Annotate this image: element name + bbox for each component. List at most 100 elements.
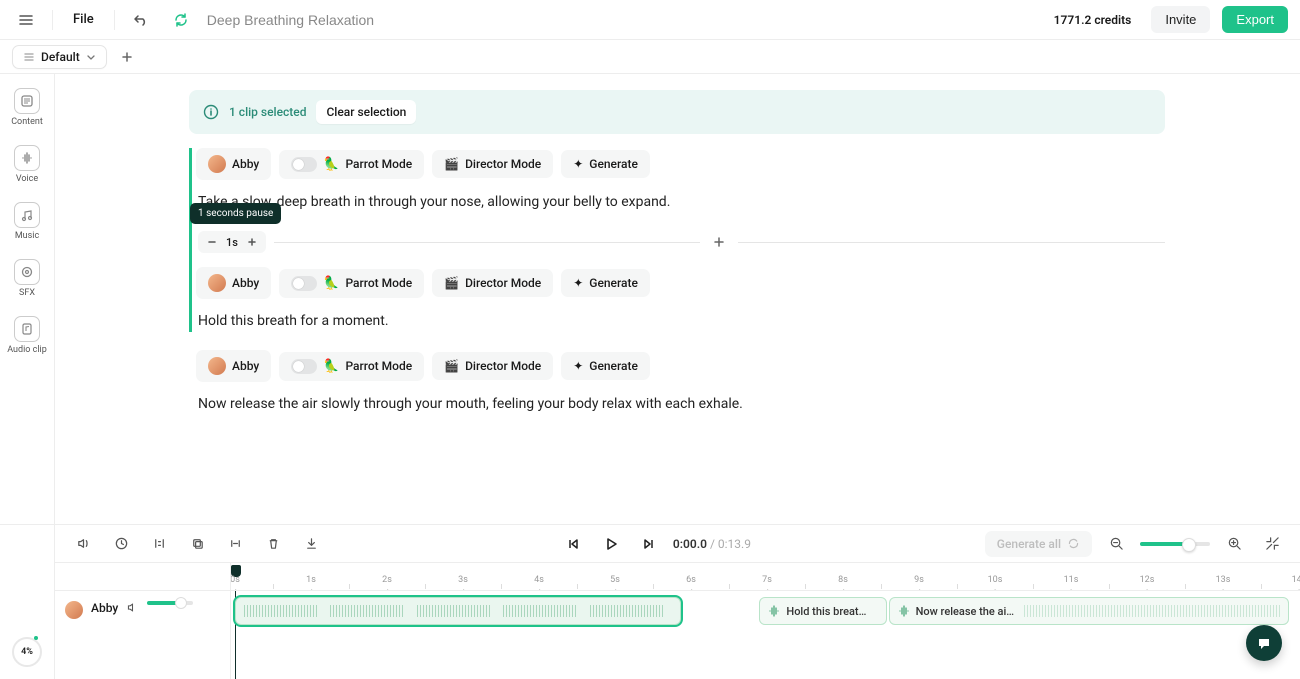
history-icon[interactable] [107, 530, 135, 558]
chat-fab[interactable] [1246, 625, 1282, 661]
track-speaker-icon[interactable] [126, 601, 139, 614]
parrot-mode-chip[interactable]: 🦜Parrot Mode [279, 150, 424, 179]
director-mode-chip[interactable]: 🎬Director Mode [432, 269, 553, 297]
parrot-mode-chip[interactable]: 🦜Parrot Mode [279, 269, 424, 298]
ripple-icon[interactable] [221, 530, 249, 558]
director-mode-chip[interactable]: 🎬Director Mode [432, 352, 553, 380]
ruler-tick: 3s [458, 575, 468, 585]
timeline-clip[interactable] [235, 597, 681, 625]
download-icon[interactable] [297, 530, 325, 558]
voice-chip[interactable]: Abby [196, 267, 271, 299]
sidebar-item-voice[interactable]: Voice [0, 143, 54, 186]
generate-button[interactable]: ✦ Generate [561, 352, 650, 380]
sidebar-item-content[interactable]: Content [0, 86, 54, 129]
add-tab-button[interactable] [115, 45, 139, 69]
pause-plus-button[interactable] [244, 234, 260, 250]
progress-badge: 4% [12, 637, 42, 667]
sidebar-item-audioclip[interactable]: Audio clip [0, 314, 54, 357]
parrot-icon: 🦜 [323, 359, 339, 374]
skip-forward-icon[interactable] [635, 530, 663, 558]
pause-divider [274, 242, 701, 243]
content-icon [14, 88, 40, 114]
speaker-icon[interactable] [69, 530, 97, 558]
avatar [208, 357, 226, 375]
collapse-icon[interactable] [1258, 530, 1286, 558]
voice-chip[interactable]: Abby [196, 148, 271, 180]
sparkle-icon: ✦ [573, 157, 583, 171]
clapper-icon: 🎬 [444, 157, 459, 171]
voice-icon [14, 145, 40, 171]
ruler-tick: 4s [534, 575, 544, 585]
add-pause-button[interactable] [708, 231, 730, 253]
generate-label: Generate [589, 359, 638, 373]
parrot-label: Parrot Mode [345, 157, 412, 171]
zoom-slider[interactable] [1140, 542, 1210, 546]
sidebar-item-music[interactable]: Music [0, 200, 54, 243]
parrot-mode-chip[interactable]: 🦜Parrot Mode [279, 352, 424, 381]
generate-button[interactable]: ✦ Generate [561, 269, 650, 297]
voice-chip[interactable]: Abby [196, 350, 271, 382]
generate-button[interactable]: ✦Generate [561, 150, 650, 178]
split-icon[interactable] [145, 530, 173, 558]
zoom-out-icon[interactable] [1102, 530, 1130, 558]
skip-back-icon[interactable] [559, 530, 587, 558]
play-icon[interactable] [597, 530, 625, 558]
sparkle-icon: ✦ [573, 276, 583, 290]
divider [114, 10, 115, 30]
total-time: 0:13.9 [718, 537, 751, 551]
ruler-tick: 2s [382, 575, 392, 585]
toggle[interactable] [291, 359, 317, 374]
director-mode-chip[interactable]: 🎬 Director Mode [432, 150, 553, 178]
timeline-clip[interactable]: Hold this breath fo… [759, 597, 886, 625]
tab-default[interactable]: Default [12, 45, 107, 69]
clear-selection-button[interactable]: Clear selection [316, 100, 416, 124]
sidebar-item-sfx[interactable]: SFX [0, 257, 54, 300]
timeline-ruler[interactable]: 0s1s2s3s4s5s6s7s8s9s10s11s12s13s14s [231, 563, 1300, 590]
tab-label: Default [41, 50, 80, 64]
track-volume-slider[interactable] [147, 601, 193, 605]
export-button[interactable]: Export [1222, 6, 1288, 33]
music-icon [14, 202, 40, 228]
avatar [65, 601, 83, 619]
hamburger-menu-icon[interactable] [12, 6, 40, 34]
refresh-icon [1067, 537, 1080, 550]
pause-control[interactable]: 1s [198, 231, 266, 253]
ruler-tick: 13s [1216, 575, 1231, 585]
director-label: Director Mode [465, 157, 541, 171]
sidebar-item-label: SFX [19, 288, 35, 298]
sparkle-icon: ✦ [573, 359, 583, 373]
director-label: Director Mode [465, 276, 541, 290]
pause-divider [738, 242, 1165, 243]
ruler-tick: 7s [762, 575, 772, 585]
generate-all-button[interactable]: Generate all [985, 531, 1092, 557]
waveform-icon [898, 605, 910, 617]
timeline-clip-label: Hold this breath fo… [786, 605, 867, 618]
pause-value: 1s [226, 236, 238, 249]
ruler-tick: 6s [686, 575, 696, 585]
timeline-clip[interactable]: Now release the ai… [889, 597, 1290, 625]
trash-icon[interactable] [259, 530, 287, 558]
invite-button[interactable]: Invite [1151, 6, 1210, 33]
zoom-in-icon[interactable] [1220, 530, 1248, 558]
selection-text: 1 clip selected [229, 105, 306, 119]
track-name: Abby [91, 601, 118, 615]
clip-text[interactable]: Now release the air slowly through your … [196, 394, 1165, 415]
clip-text[interactable]: Take a slow, deep breath in through your… [196, 192, 1165, 213]
parrot-icon: 🦜 [323, 276, 339, 291]
track-canvas[interactable]: Hold this breath fo… Now release the ai… [231, 591, 1300, 679]
director-label: Director Mode [465, 359, 541, 373]
toggle[interactable] [291, 157, 317, 172]
toggle[interactable] [291, 276, 317, 291]
generate-label: Generate [589, 276, 638, 290]
copy-icon[interactable] [183, 530, 211, 558]
undo-icon[interactable] [127, 6, 155, 34]
sidebar-item-label: Audio clip [7, 345, 47, 355]
file-menu[interactable]: File [65, 8, 102, 31]
ruler-tick: 8s [838, 575, 848, 585]
clip-text[interactable]: Hold this breath for a moment. [196, 311, 1165, 332]
project-title-input[interactable] [207, 12, 507, 28]
pause-minus-button[interactable] [204, 234, 220, 250]
ruler-tick: 12s [1140, 575, 1155, 585]
sync-icon[interactable] [167, 6, 195, 34]
avatar [208, 274, 226, 292]
